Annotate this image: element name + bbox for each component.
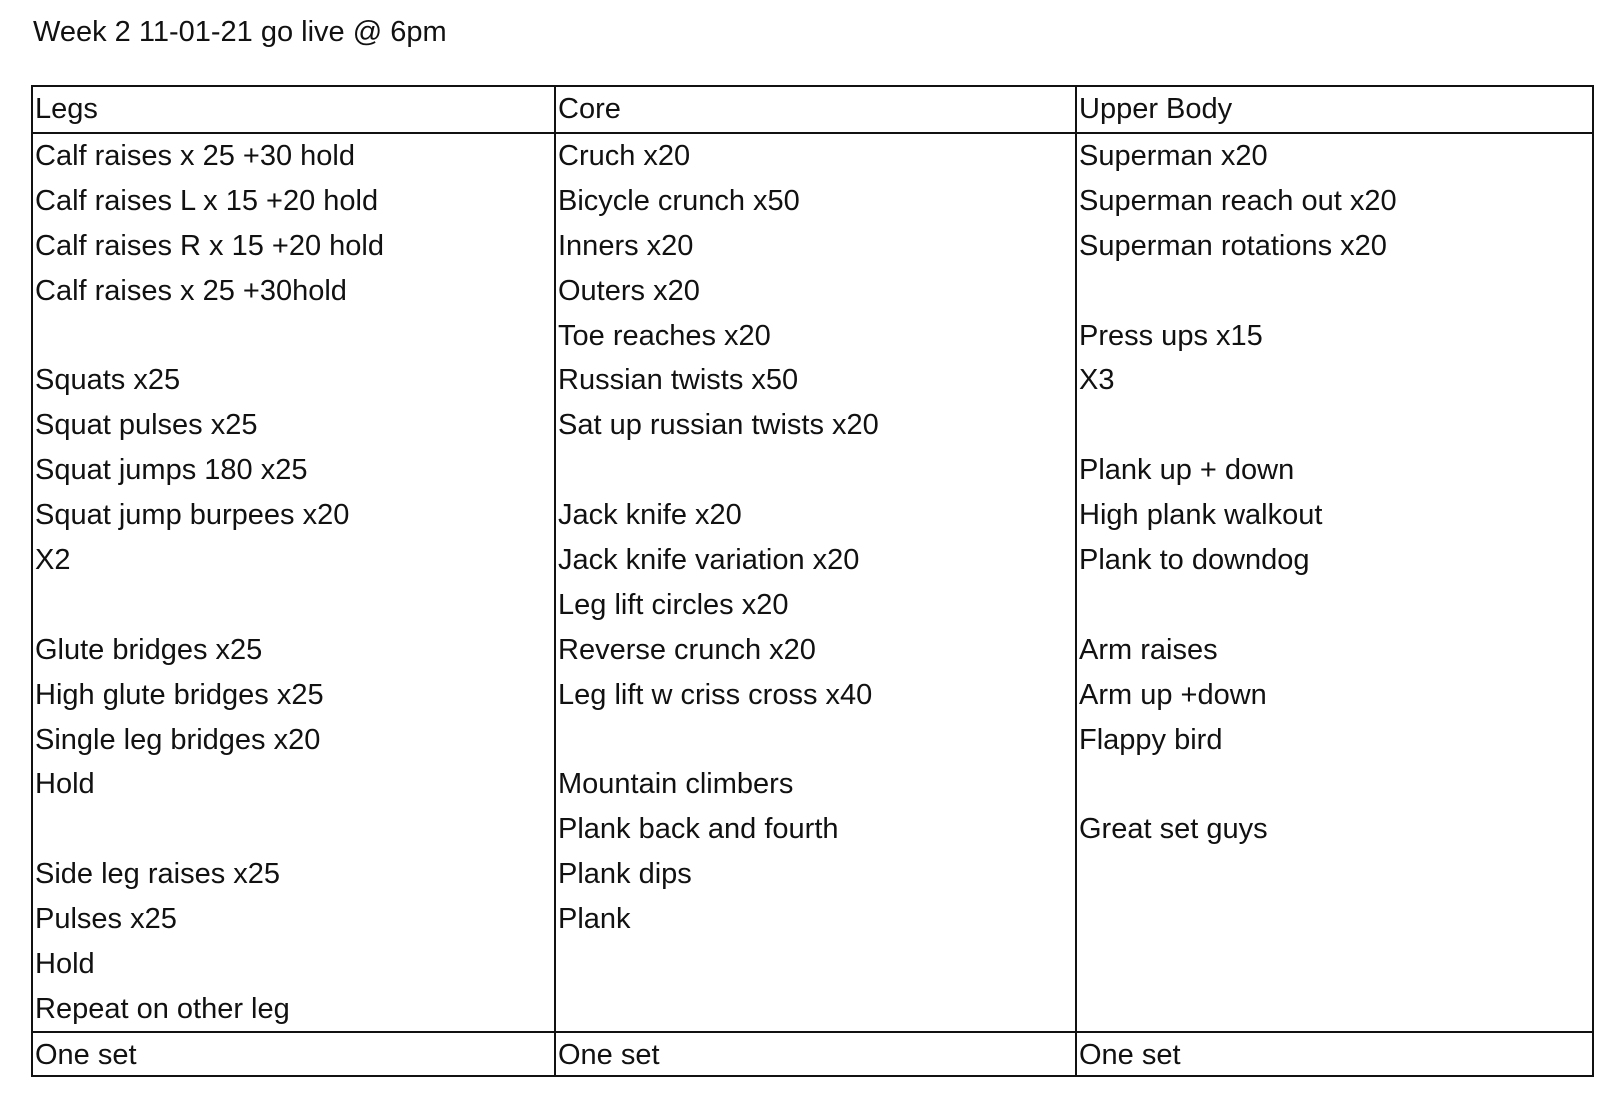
exercise-line: Superman x20 bbox=[1079, 140, 1268, 172]
exercise-line: Inners x20 bbox=[558, 229, 694, 262]
exercise-line: Leg lift circles x20 bbox=[558, 588, 789, 621]
exercise-line bbox=[1079, 269, 1592, 314]
exercise-line: Superman rotations x20 bbox=[1079, 229, 1387, 262]
exercise-line: Outers x20 bbox=[558, 274, 700, 307]
exercise-line bbox=[558, 448, 1077, 493]
document-title: Week 2 11-01-21 go live @ 6pm bbox=[33, 16, 447, 48]
exercise-line: Reverse crunch x20 bbox=[558, 633, 816, 666]
exercise-line: Plank up + down bbox=[1079, 454, 1295, 487]
exercise-line bbox=[35, 583, 554, 628]
exercise-line: Plank back and fourth bbox=[558, 813, 839, 846]
exercise-line: Squat pulses x25 bbox=[35, 409, 258, 442]
column-legs: Legs Calf raises x 25 +30 hold Calf raises… bbox=[33, 87, 554, 1075]
exercise-line: Hold bbox=[35, 948, 95, 981]
exercise-line: Plank bbox=[558, 903, 631, 936]
exercise-line: Jack knife variation x20 bbox=[558, 544, 860, 577]
column-body: Cruch x20 Bicycle crunch x50 Inners x20 Out… bbox=[556, 134, 1077, 942]
column-footer: One set bbox=[33, 1031, 554, 1075]
exercise-line: Toe reaches x20 bbox=[558, 319, 771, 352]
column-core: Core Cruch x20 Bicycle crunch x50 Inners x2… bbox=[554, 87, 1077, 1075]
column-footer: One set bbox=[1077, 1031, 1592, 1075]
exercise-line bbox=[1079, 583, 1592, 628]
exercise-line: Sat up russian twists x20 bbox=[558, 409, 879, 442]
exercise-line: X2 bbox=[35, 544, 71, 577]
exercise-line bbox=[35, 314, 554, 359]
column-header: Upper Body bbox=[1077, 87, 1592, 134]
exercise-line: Cruch x20 bbox=[558, 140, 691, 172]
workout-table: Legs Calf raises x 25 +30 hold Calf raises… bbox=[31, 85, 1594, 1077]
exercise-line: Side leg raises x25 bbox=[35, 858, 281, 891]
exercise-line: Squats x25 bbox=[35, 364, 181, 397]
column-body: Superman x20 Superman reach out x20 Superm… bbox=[1077, 134, 1592, 852]
exercise-line: Squat jump burpees x20 bbox=[35, 499, 350, 532]
exercise-line: Leg lift w criss cross x40 bbox=[558, 678, 873, 711]
exercise-line: Bicycle crunch x50 bbox=[558, 184, 800, 217]
exercise-line: Squat jumps 180 x25 bbox=[35, 454, 308, 487]
exercise-line: Plank dips bbox=[558, 858, 692, 891]
column-body: Calf raises x 25 +30 hold Calf raises L x… bbox=[33, 134, 554, 1032]
exercise-line: Calf raises x 25 +30hold bbox=[35, 274, 347, 307]
exercise-line: Russian twists x50 bbox=[558, 364, 799, 397]
exercise-line: Press ups x15 bbox=[1079, 319, 1263, 352]
column-footer: One set bbox=[556, 1031, 1077, 1075]
exercise-line: Calf raises R x 15 +20 hold bbox=[35, 229, 384, 262]
exercise-line bbox=[1079, 403, 1592, 448]
exercise-line: High plank walkout bbox=[1079, 499, 1323, 532]
exercise-line: Superman reach out x20 bbox=[1079, 184, 1397, 217]
exercise-line: X3 bbox=[1079, 364, 1115, 397]
exercise-line: Hold bbox=[35, 768, 95, 801]
exercise-line bbox=[558, 718, 1077, 763]
column-header: Legs bbox=[33, 87, 554, 134]
exercise-line: Jack knife x20 bbox=[558, 499, 742, 532]
exercise-line: Calf raises x 25 +30 hold bbox=[35, 140, 355, 172]
exercise-line: Flappy bird bbox=[1079, 723, 1223, 756]
exercise-line: Mountain climbers bbox=[558, 768, 794, 801]
exercise-line: Single leg bridges x20 bbox=[35, 723, 321, 756]
exercise-line: Calf raises L x 15 +20 hold bbox=[35, 184, 379, 217]
column-upper-body: Upper Body Superman x20 Superman reach out… bbox=[1075, 87, 1592, 1075]
column-header: Core bbox=[556, 87, 1077, 134]
exercise-line: Repeat on other leg bbox=[35, 992, 290, 1025]
exercise-line: High glute bridges x25 bbox=[35, 678, 324, 711]
exercise-line: Arm up +down bbox=[1079, 678, 1267, 711]
exercise-line bbox=[35, 807, 554, 852]
exercise-line: Plank to downdog bbox=[1079, 544, 1310, 577]
exercise-line: Glute bridges x25 bbox=[35, 633, 263, 666]
exercise-line: Arm raises bbox=[1079, 633, 1218, 666]
exercise-line bbox=[1079, 762, 1592, 807]
exercise-line: Pulses x25 bbox=[35, 903, 177, 936]
exercise-line: Great set guys bbox=[1079, 813, 1268, 846]
